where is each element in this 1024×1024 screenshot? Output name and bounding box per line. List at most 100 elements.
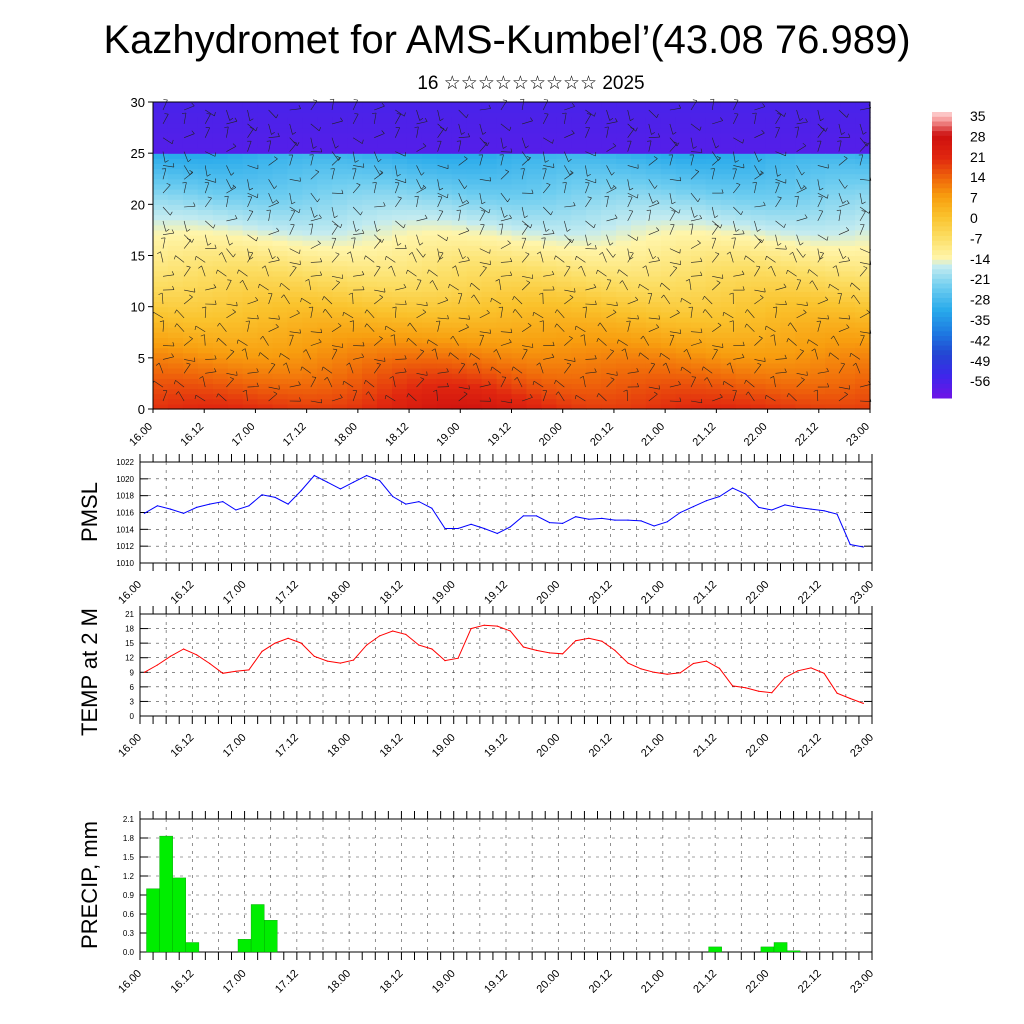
temperature-cell bbox=[153, 122, 169, 129]
temperature-cell bbox=[750, 245, 766, 251]
temperature-cell bbox=[601, 107, 617, 113]
temperature-cell bbox=[660, 327, 677, 333]
wind-barb-flag bbox=[719, 393, 723, 398]
temperature-cell bbox=[227, 153, 244, 159]
temperature-cell bbox=[840, 158, 856, 164]
data-point bbox=[235, 509, 237, 511]
temperature-cell bbox=[377, 296, 393, 303]
temperature-cell bbox=[496, 306, 513, 313]
wind-barb bbox=[268, 326, 279, 332]
wind-barb bbox=[268, 317, 280, 320]
temperature-cell bbox=[571, 260, 587, 267]
temperature-cell bbox=[825, 127, 841, 134]
temperature-cell bbox=[167, 373, 184, 379]
wind-barb bbox=[690, 261, 703, 263]
wind-barb bbox=[226, 378, 234, 388]
wind-barb-flag bbox=[266, 209, 271, 211]
temperature-cell bbox=[840, 368, 856, 374]
temperature-cell bbox=[631, 235, 647, 241]
temperature-cell bbox=[153, 153, 169, 159]
wind-barb bbox=[479, 224, 485, 235]
temperature-cell bbox=[197, 368, 214, 374]
temperature-cell bbox=[616, 158, 632, 164]
temperature-cell bbox=[660, 301, 677, 308]
temperature-cell bbox=[167, 362, 184, 369]
temperature-cell bbox=[302, 122, 318, 129]
wind-barb bbox=[585, 234, 588, 246]
x-tick-label: 18.12 bbox=[378, 732, 406, 760]
temperature-cell bbox=[645, 373, 662, 379]
temperature-cell bbox=[481, 276, 498, 282]
wind-barb bbox=[416, 145, 427, 152]
temperature-cell bbox=[227, 316, 244, 323]
wind-barb bbox=[183, 105, 195, 111]
temperature-cell bbox=[481, 102, 498, 108]
temperature-cell bbox=[302, 194, 318, 200]
wind-barb bbox=[331, 99, 335, 111]
temperature-cell bbox=[825, 168, 841, 175]
temperature-cell bbox=[690, 245, 707, 251]
temperature-cell bbox=[406, 378, 423, 384]
temperature-cell bbox=[720, 337, 737, 344]
wind-barb bbox=[681, 298, 692, 305]
colorbar-swatch bbox=[932, 374, 952, 380]
temperature-cell bbox=[153, 281, 169, 287]
temperature-cell bbox=[406, 368, 423, 374]
temperature-cell bbox=[406, 219, 423, 226]
temperature-cell bbox=[227, 158, 244, 164]
temperature-cell bbox=[675, 393, 692, 400]
temperature-cell bbox=[406, 388, 423, 395]
temperature-cell bbox=[690, 132, 707, 139]
temperature-cell bbox=[765, 388, 781, 395]
wind-barb-flag bbox=[201, 306, 206, 309]
temperature-cell bbox=[362, 342, 378, 349]
temperature-cell bbox=[780, 189, 796, 195]
temperature-cell bbox=[705, 306, 722, 313]
x-tick-label: 19.12 bbox=[482, 732, 510, 760]
temperature-cell bbox=[735, 148, 752, 154]
wind-barb-flag bbox=[510, 398, 513, 403]
wind-barb-flag bbox=[594, 354, 597, 359]
wind-barb-flag bbox=[512, 309, 516, 313]
temperature-cell bbox=[317, 168, 333, 175]
temperature-cell bbox=[212, 235, 229, 241]
temperature-cell bbox=[675, 362, 692, 369]
temperature-cell bbox=[287, 352, 303, 359]
data-point bbox=[405, 503, 407, 505]
wind-barb bbox=[661, 282, 671, 291]
temperature-cell bbox=[302, 291, 318, 297]
temperature-cell bbox=[496, 183, 513, 190]
wind-barb bbox=[479, 312, 490, 319]
wind-barb bbox=[681, 366, 692, 374]
temperature-cell bbox=[675, 173, 692, 180]
temperature-cell bbox=[362, 378, 378, 384]
wind-barb-flag bbox=[381, 238, 384, 243]
temperature-cell bbox=[496, 378, 513, 384]
temperature-cell bbox=[825, 327, 841, 333]
temperature-cell bbox=[347, 168, 363, 175]
temperature-cell bbox=[332, 316, 348, 323]
wind-barb bbox=[281, 282, 290, 291]
wind-barb bbox=[606, 196, 609, 208]
temperature-cell bbox=[571, 235, 587, 241]
temperature-cell bbox=[451, 153, 468, 159]
temperature-cell bbox=[212, 142, 229, 149]
temperature-cell bbox=[840, 311, 856, 318]
temperature-cell bbox=[511, 224, 527, 231]
temperature-cell bbox=[765, 153, 781, 159]
temperature-cell bbox=[750, 148, 766, 154]
wind-barb-flag bbox=[481, 210, 486, 212]
temperature-cell bbox=[750, 132, 766, 139]
temperature-cell bbox=[795, 281, 811, 287]
temperature-cell bbox=[257, 332, 274, 338]
wind-barb bbox=[543, 233, 555, 235]
temperature-cell bbox=[153, 189, 169, 195]
wind-barb bbox=[245, 348, 248, 360]
temperature-cell bbox=[287, 398, 303, 405]
temperature-cell bbox=[496, 403, 513, 410]
wind-barb bbox=[648, 136, 660, 138]
temperature-cell bbox=[257, 137, 274, 144]
y-tick-label: 1016 bbox=[116, 509, 134, 518]
temperature-cell bbox=[451, 240, 468, 246]
